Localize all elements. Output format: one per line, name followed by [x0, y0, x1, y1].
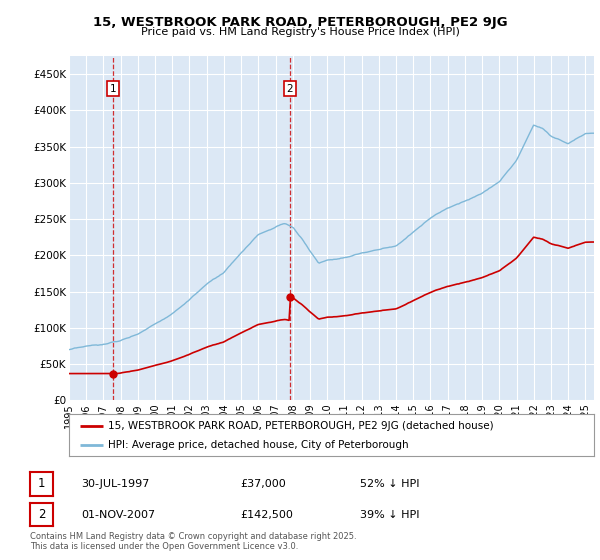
Text: £142,500: £142,500 — [240, 510, 293, 520]
Text: 15, WESTBROOK PARK ROAD, PETERBOROUGH, PE2 9JG (detached house): 15, WESTBROOK PARK ROAD, PETERBOROUGH, P… — [109, 421, 494, 431]
Text: 52% ↓ HPI: 52% ↓ HPI — [360, 479, 419, 489]
Text: 39% ↓ HPI: 39% ↓ HPI — [360, 510, 419, 520]
Text: Price paid vs. HM Land Registry's House Price Index (HPI): Price paid vs. HM Land Registry's House … — [140, 27, 460, 37]
Text: Contains HM Land Registry data © Crown copyright and database right 2025.
This d: Contains HM Land Registry data © Crown c… — [30, 532, 356, 552]
Text: 2: 2 — [287, 83, 293, 94]
Text: 1: 1 — [110, 83, 117, 94]
Text: £37,000: £37,000 — [240, 479, 286, 489]
Text: 1: 1 — [38, 477, 45, 491]
Text: HPI: Average price, detached house, City of Peterborough: HPI: Average price, detached house, City… — [109, 440, 409, 450]
Text: 15, WESTBROOK PARK ROAD, PETERBOROUGH, PE2 9JG: 15, WESTBROOK PARK ROAD, PETERBOROUGH, P… — [92, 16, 508, 29]
Text: 2: 2 — [38, 508, 45, 521]
Text: 01-NOV-2007: 01-NOV-2007 — [81, 510, 155, 520]
Text: 30-JUL-1997: 30-JUL-1997 — [81, 479, 149, 489]
